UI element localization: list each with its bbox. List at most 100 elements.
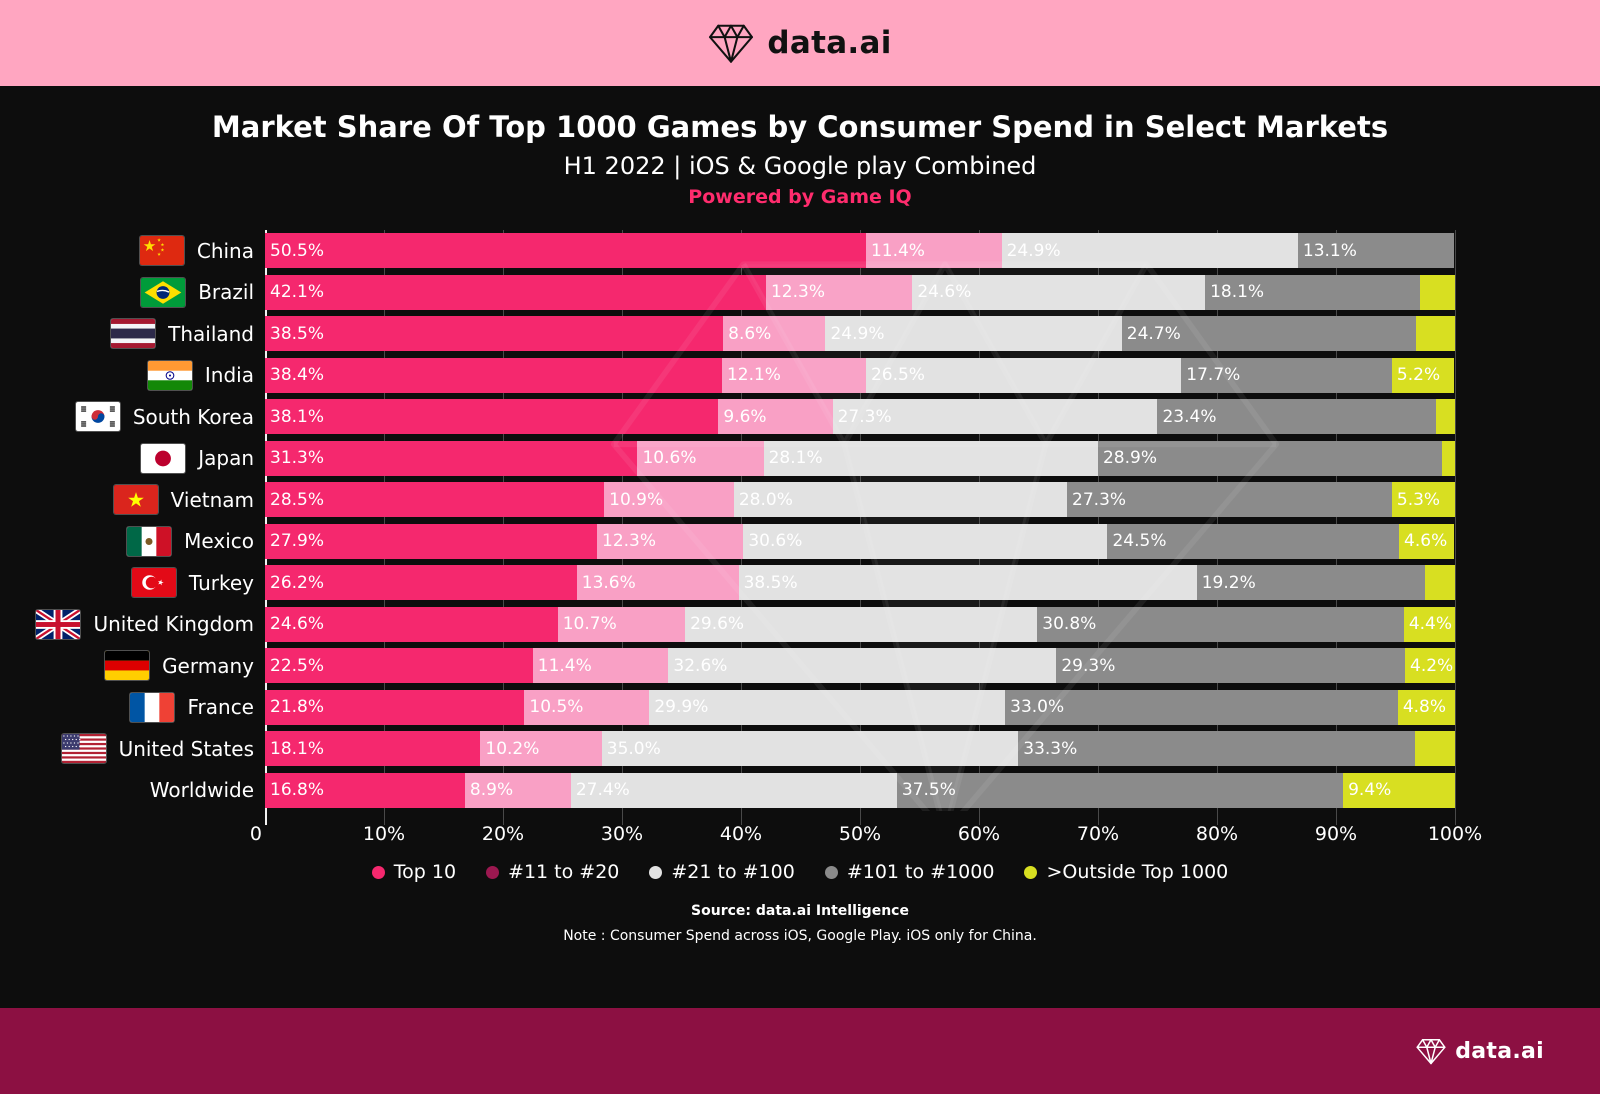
bar-segment: 32.6% [668, 648, 1057, 684]
country-label: Vietnam [170, 487, 254, 512]
segment-value-label: 12.3% [602, 531, 657, 552]
x-tick-label: 20% [481, 823, 525, 845]
bar-segment: 18.1% [265, 731, 481, 767]
country-label: India [204, 363, 254, 388]
bar-segment: 11.4% [532, 648, 669, 684]
south-korea-flag-icon [75, 402, 120, 432]
x-tick-label: 80% [1195, 823, 1239, 845]
chart-row: United Kingdom 24.6% 10.7% 29.6% 30.8% 4.4% [0, 604, 1600, 646]
dataai-gem-icon-footer [1416, 1038, 1446, 1065]
legend-item: #21 to #100 [649, 861, 795, 883]
segment-value-label: 37.5% [901, 780, 956, 801]
segment-value-label: 28.1% [768, 448, 823, 469]
bar-segment: 30.8% [1037, 606, 1404, 642]
legend-item: #101 to #1000 [824, 861, 994, 883]
page-title: Market Share Of Top 1000 Games by Consum… [211, 110, 1389, 144]
chart-row: South Korea 38.1% 9.6% 27.3% 23.4% [0, 396, 1600, 438]
chart-row: China 50.5% 11.4% 24.9% 13.1% [0, 230, 1600, 272]
country-label: Brazil [198, 280, 254, 305]
country-label: Turkey [188, 570, 254, 595]
bar-segment [1441, 440, 1455, 476]
legend-dot-icon [649, 865, 663, 879]
segment-value-label: 4.6% [1404, 531, 1448, 552]
segment-value-label: 5.3% [1396, 489, 1441, 510]
chart-area: China 50.5% 11.4% 24.9% 13.1% Brazil 42.1% 12.3… [0, 230, 1600, 825]
x-axis: 0 10% 20% 30% 40% 50% 60% 70% 80% 90% 100% [250, 819, 1482, 849]
stacked-bar: 22.5% 11.4% 32.6% 29.3% 4.2% [265, 648, 1455, 684]
us-flag-icon [61, 734, 106, 764]
country-label: Worldwide [149, 778, 254, 803]
segment-value-label: 22.5% [270, 655, 325, 676]
bar-segment: 31.3% [265, 440, 638, 476]
note-text: Note : Consumer Spend across iOS, Google… [563, 928, 1037, 944]
segment-value-label: 33.0% [1010, 697, 1065, 718]
bar-segment: 4.6% [1399, 523, 1454, 559]
bar-segment: 23.4% [1157, 399, 1436, 435]
x-tick-label: 60% [957, 823, 1001, 845]
bar-segment: 37.5% [896, 772, 1344, 808]
bar-segment: 8.9% [464, 772, 571, 808]
segment-value-label: 38.4% [270, 365, 325, 386]
segment-value-label: 10.5% [529, 697, 584, 718]
turkey-flag-icon [131, 568, 176, 598]
segment-value-label: 31.3% [270, 448, 325, 469]
segment-value-label: 24.9% [1006, 240, 1061, 261]
bar-segment [1415, 316, 1455, 352]
country-label: China [196, 238, 254, 263]
bar-segment: 50.5% [265, 233, 866, 269]
mexico-flag-icon [127, 526, 172, 556]
bar-segment: 42.1% [265, 274, 766, 310]
row-label: Thailand [0, 319, 265, 349]
country-label: United Kingdom [93, 612, 254, 637]
legend-label: #21 to #100 [671, 861, 795, 883]
vietnam-flag-icon [113, 485, 158, 515]
segment-value-label: 19.2% [1201, 572, 1256, 593]
bar-segment: 10.7% [557, 606, 686, 642]
country-label: South Korea [132, 404, 254, 429]
segment-value-label: 4.4% [1408, 614, 1453, 635]
bar-segment: 9.6% [718, 399, 833, 435]
segment-value-label: 13.6% [581, 572, 636, 593]
bar-segment: 38.4% [265, 357, 722, 393]
legend-dot-icon [824, 865, 838, 879]
bar-segment: 10.5% [524, 689, 650, 725]
bar-segment: 12.1% [721, 357, 866, 393]
x-tick-label: 90% [1314, 823, 1358, 845]
bar-segment: 5.2% [1391, 357, 1454, 393]
dataai-logo-text: data.ai [767, 25, 892, 61]
bar-segment: 10.2% [480, 731, 602, 767]
segment-value-label: 18.1% [270, 738, 325, 759]
legend-item: >Outside Top 1000 [1024, 861, 1228, 883]
segment-value-label: 42.1% [270, 282, 325, 303]
segment-value-label: 13.1% [1302, 240, 1357, 261]
segment-value-label: 17.7% [1186, 365, 1241, 386]
segment-value-label: 50.5% [270, 240, 325, 261]
legend-label: #11 to #20 [508, 861, 620, 883]
source-text: Source: data.ai Intelligence [691, 903, 909, 919]
segment-value-label: 24.9% [830, 323, 885, 344]
segment-value-label: 28.9% [1102, 448, 1157, 469]
legend-item: Top 10 [371, 861, 456, 883]
segment-value-label: 33.3% [1023, 738, 1078, 759]
x-tick-label: 10% [362, 823, 406, 845]
row-label: Mexico [0, 526, 265, 556]
bar-segment: 4.8% [1397, 689, 1455, 725]
row-label: Turkey [0, 568, 265, 598]
stacked-bar: 42.1% 12.3% 24.6% 18.1% [265, 274, 1455, 310]
chart-row: Turkey 26.2% 13.6% 38.5% 19.2% [0, 562, 1600, 604]
bar-segment: 28.9% [1097, 440, 1442, 476]
bar-segment: 28.5% [265, 482, 605, 518]
bar-segment [1420, 274, 1455, 310]
segment-value-label: 32.6% [673, 655, 728, 676]
bar-segment: 28.1% [763, 440, 1098, 476]
row-label: Brazil [0, 277, 265, 307]
legend-dot-icon [1024, 865, 1038, 879]
bar-segment: 29.6% [685, 606, 1038, 642]
row-label: China [0, 236, 265, 266]
stacked-bar: 26.2% 13.6% 38.5% 19.2% [265, 565, 1455, 601]
thailand-flag-icon [111, 319, 156, 349]
bar-segment: 8.6% [723, 316, 826, 352]
segment-value-label: 30.6% [748, 531, 803, 552]
germany-flag-icon [105, 651, 150, 681]
stacked-bar: 31.3% 10.6% 28.1% 28.9% [265, 440, 1455, 476]
